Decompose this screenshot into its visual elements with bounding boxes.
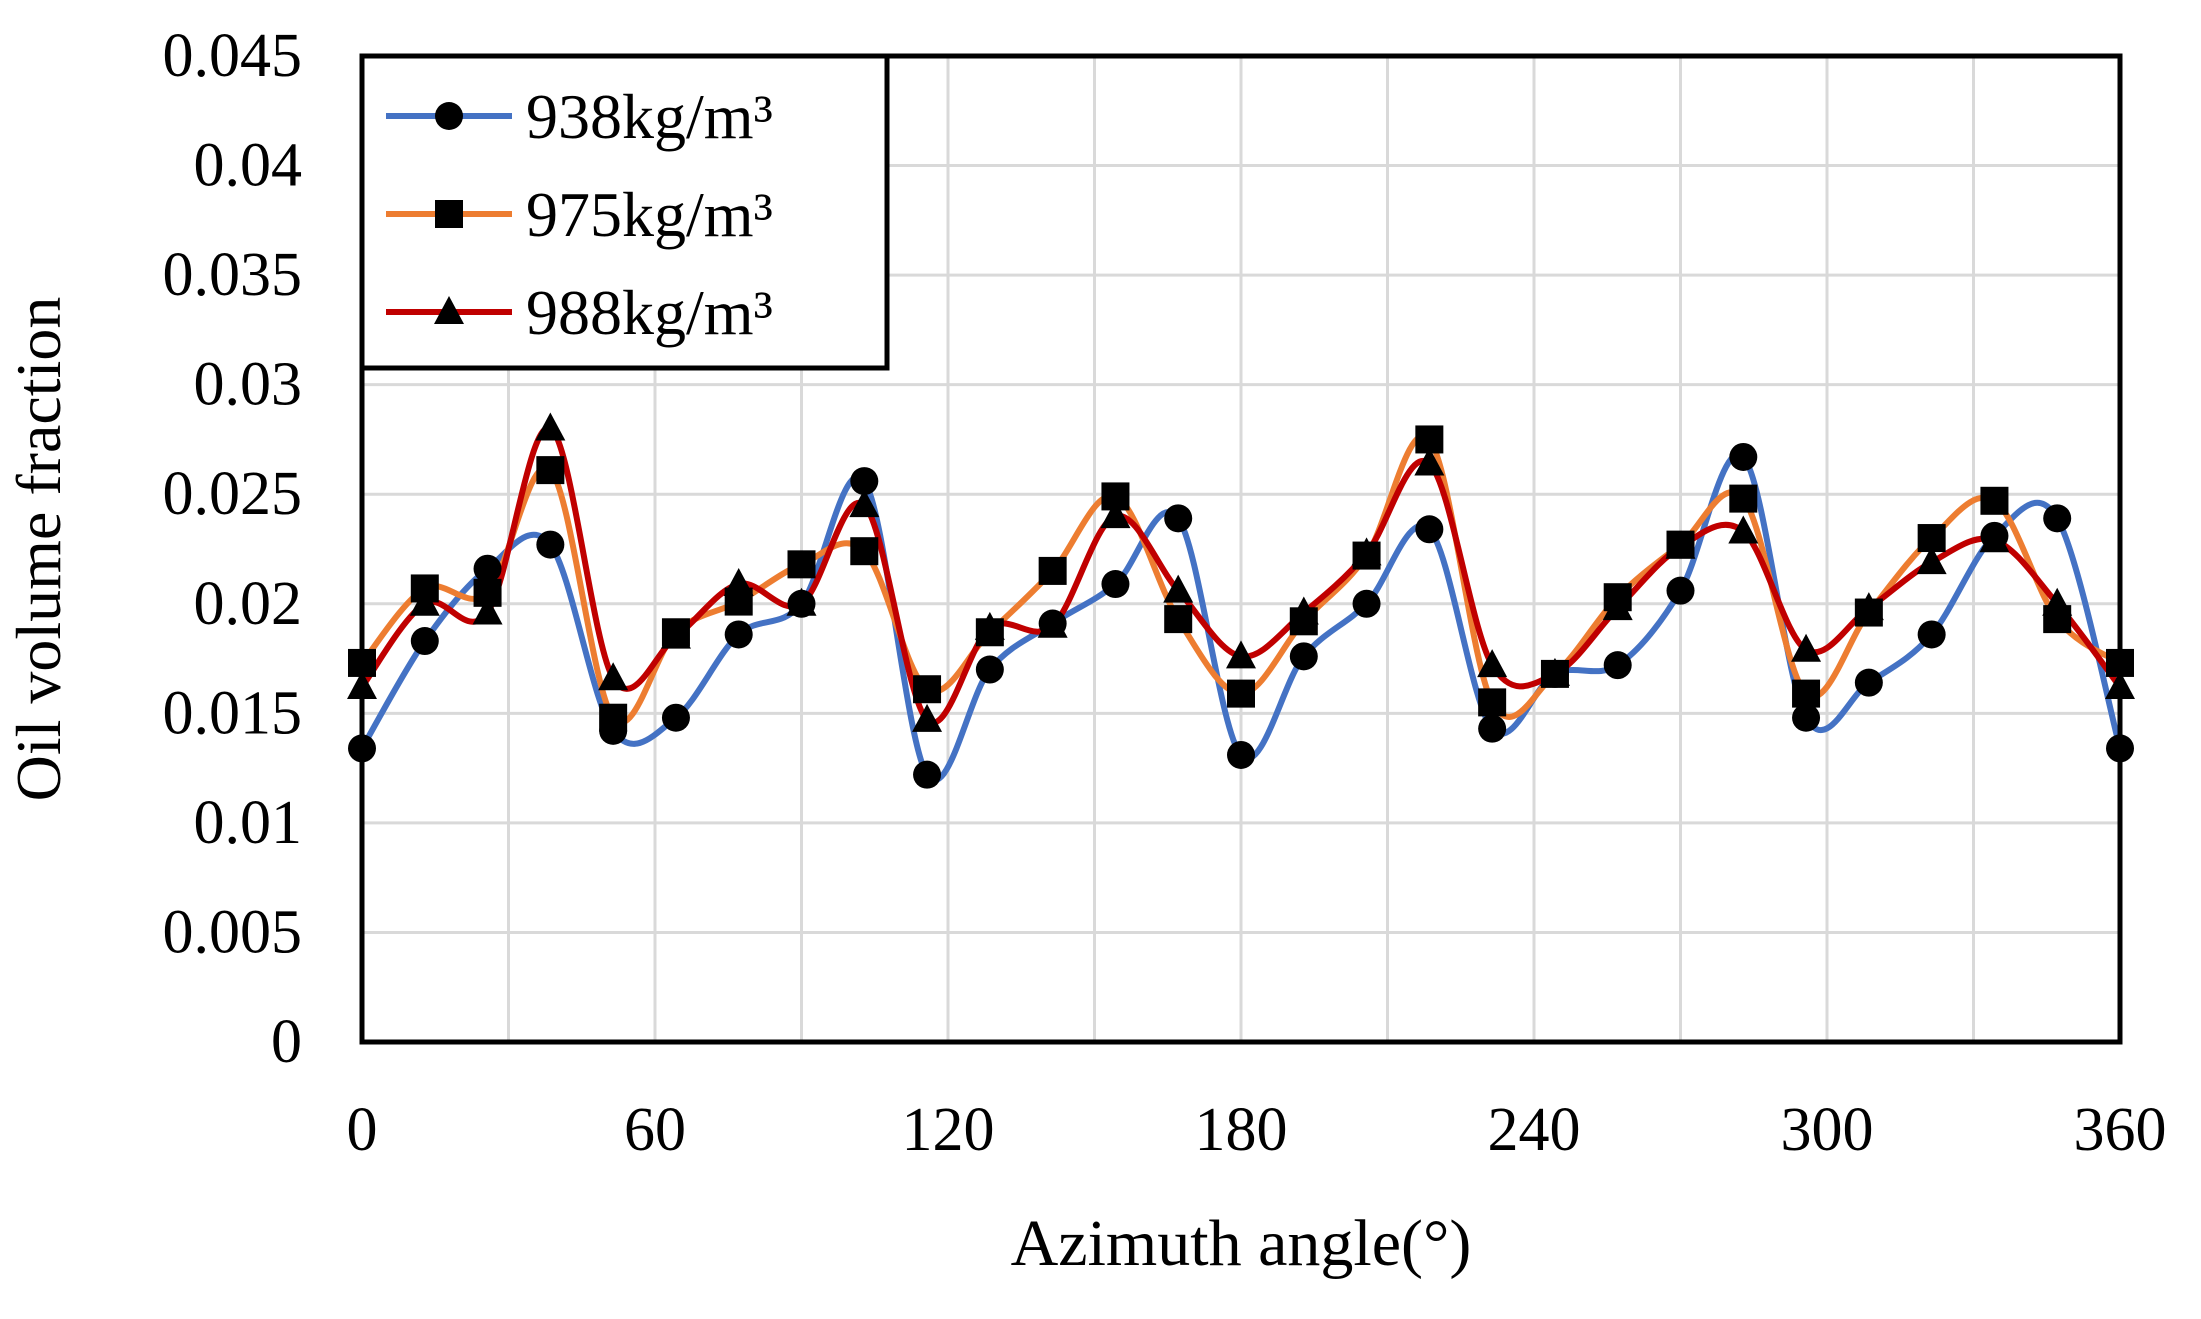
legend-marker — [435, 200, 463, 228]
marker — [1288, 596, 1319, 625]
marker — [850, 467, 879, 496]
marker — [1478, 714, 1507, 743]
marker — [409, 587, 440, 616]
marker — [724, 620, 753, 649]
y-tick-label: 0.005 — [163, 898, 303, 966]
marker — [599, 703, 628, 732]
marker — [1729, 442, 1758, 471]
y-tick-label: 0.01 — [194, 789, 303, 857]
legend-label: 975kg/m³ — [526, 179, 773, 250]
marker — [1979, 524, 2010, 553]
marker — [1227, 679, 1255, 708]
marker — [974, 611, 1005, 640]
y-tick-label: 0.025 — [163, 460, 303, 528]
marker — [661, 703, 690, 732]
x-tick-label: 300 — [1781, 1096, 1874, 1164]
marker — [1792, 679, 1821, 708]
marker — [1415, 515, 1444, 544]
y-tick-label: 0.045 — [163, 22, 303, 90]
marker — [1729, 484, 1758, 513]
marker — [1665, 530, 1696, 559]
y-tick-label: 0.015 — [163, 679, 303, 747]
marker — [1100, 500, 1131, 529]
y-tick-label: 0.03 — [194, 351, 303, 419]
marker — [1037, 609, 1068, 638]
marker — [536, 530, 565, 559]
marker — [1603, 651, 1632, 680]
marker — [787, 550, 816, 579]
marker — [1101, 570, 1130, 599]
marker — [1728, 515, 1759, 544]
marker — [975, 655, 1004, 684]
legend-marker — [435, 102, 463, 130]
marker — [2043, 504, 2072, 533]
marker — [1916, 546, 1947, 575]
marker — [1478, 688, 1507, 717]
marker — [1666, 576, 1695, 605]
marker — [1854, 668, 1883, 697]
y-axis-label: Oil volume fraction — [3, 297, 74, 802]
marker — [913, 760, 942, 789]
marker — [1917, 620, 1946, 649]
x-tick-label: 0 — [347, 1096, 378, 1164]
marker — [1289, 642, 1318, 671]
marker — [472, 596, 503, 625]
marker — [1477, 649, 1508, 678]
marker — [1164, 605, 1193, 634]
marker — [849, 489, 880, 518]
marker — [1791, 633, 1822, 662]
marker — [1227, 740, 1255, 769]
marker — [1414, 447, 1445, 476]
marker — [1539, 657, 1570, 686]
x-tick-label: 120 — [902, 1096, 995, 1164]
marker — [473, 554, 502, 583]
x-tick-label: 360 — [2074, 1096, 2167, 1164]
marker — [1351, 537, 1382, 566]
x-tick-label: 180 — [1195, 1096, 1288, 1164]
marker — [1163, 574, 1194, 603]
plot-frame — [359, 53, 2123, 1045]
marker — [410, 627, 439, 656]
marker — [1980, 486, 2009, 515]
x-tick-label: 240 — [1488, 1096, 1581, 1164]
marker — [786, 587, 817, 616]
y-tick-label: 0.04 — [194, 132, 303, 200]
marker — [850, 537, 879, 566]
x-tick-label: 60 — [624, 1096, 686, 1164]
y-tick-label: 0.035 — [163, 241, 303, 309]
x-axis-label: Azimuth angle(°) — [1011, 1207, 1472, 1280]
marker — [1792, 703, 1821, 732]
marker — [535, 412, 566, 441]
marker — [536, 456, 565, 485]
marker — [1602, 592, 1633, 621]
legend-label: 988kg/m³ — [526, 277, 773, 348]
marker — [912, 703, 943, 732]
marker — [2042, 587, 2073, 616]
y-tick-label: 0 — [271, 1008, 302, 1076]
legend-marker — [434, 296, 464, 324]
y-tick-label: 0.02 — [194, 570, 303, 638]
marker — [1038, 556, 1067, 585]
marker — [1164, 504, 1193, 533]
marker — [660, 620, 691, 649]
marker — [913, 675, 942, 704]
marker — [723, 568, 754, 597]
marker — [598, 662, 629, 691]
marker — [1853, 592, 1884, 621]
marker — [1226, 640, 1256, 669]
legend-label: 938kg/m³ — [526, 81, 773, 152]
marker — [1352, 589, 1381, 618]
